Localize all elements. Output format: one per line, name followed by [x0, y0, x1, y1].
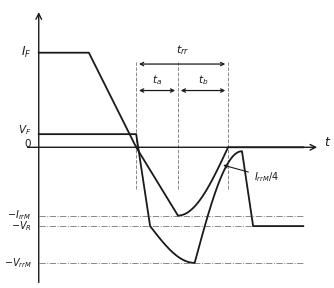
Text: $-V_{rrM}$: $-V_{rrM}$ — [4, 256, 32, 270]
Text: $t_a$: $t_a$ — [152, 73, 162, 87]
Text: $t$: $t$ — [324, 136, 331, 149]
Text: $I_{rrM}/4$: $I_{rrM}/4$ — [224, 165, 279, 184]
Text: $-V_R$: $-V_R$ — [11, 219, 32, 233]
Text: $t_{rr}$: $t_{rr}$ — [176, 44, 189, 58]
Text: $I_F$: $I_F$ — [21, 45, 32, 60]
Text: $0$: $0$ — [24, 137, 32, 149]
Text: $V_F$: $V_F$ — [18, 123, 32, 137]
Text: $t_b$: $t_b$ — [198, 73, 208, 87]
Text: $-I_{rrM}$: $-I_{rrM}$ — [7, 209, 32, 223]
